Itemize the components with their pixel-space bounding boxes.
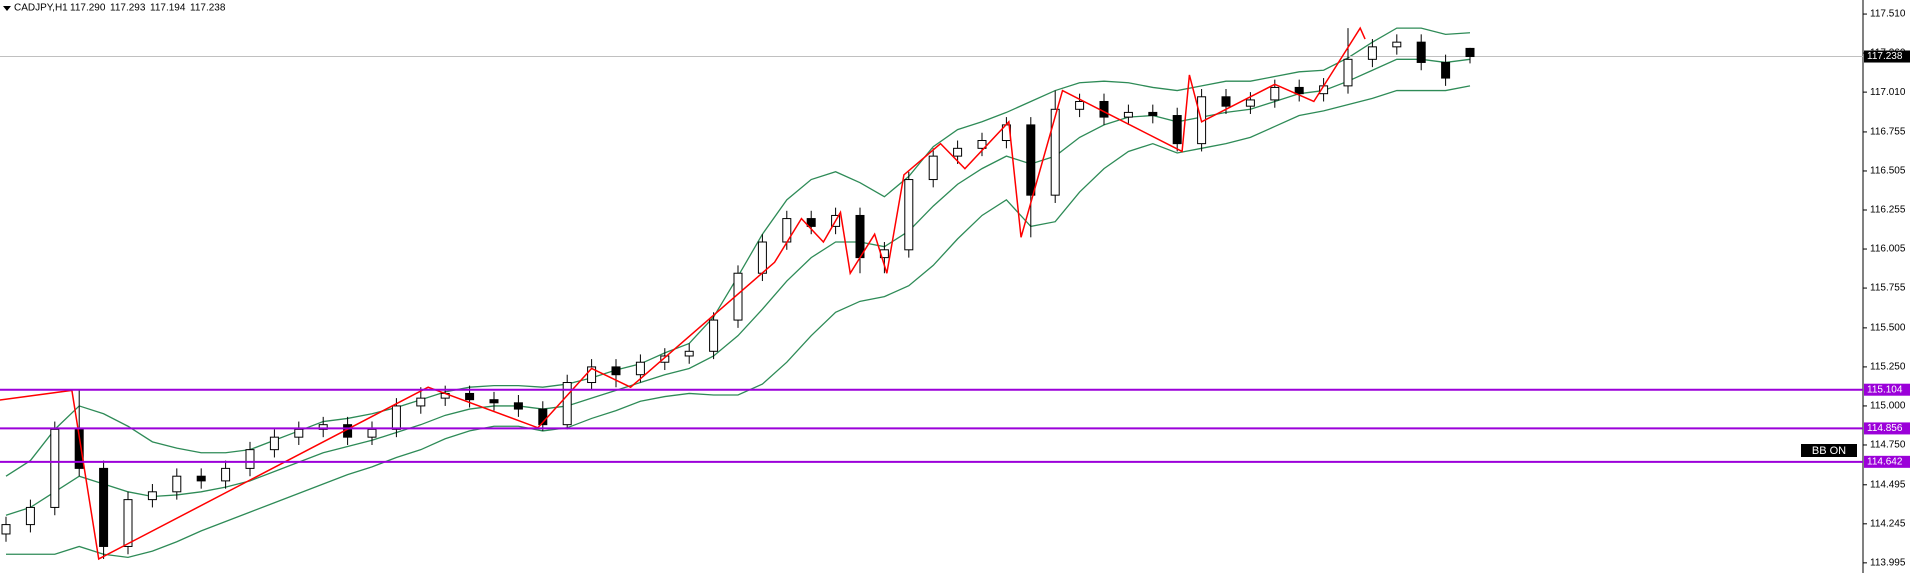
candle-body (928, 155, 938, 181)
candle-body (587, 366, 597, 384)
y-tick-label: 115.755 (1870, 283, 1906, 294)
candle-body (635, 361, 645, 376)
candle-body (953, 147, 963, 157)
plot-area (0, 26, 1863, 561)
candle-body (221, 467, 231, 482)
candle-body (465, 392, 475, 401)
candle-body (1099, 100, 1109, 118)
candle-body (1367, 46, 1377, 60)
candle-body (1148, 111, 1158, 117)
candle-body (977, 140, 987, 149)
candle-body (123, 499, 133, 547)
candle-body (1392, 41, 1402, 48)
y-tick-label: 115.250 (1870, 362, 1906, 373)
candle-body (196, 475, 206, 482)
level-label: 114.856 (1867, 423, 1903, 434)
candle-body (1416, 41, 1426, 63)
level-label: 114.642 (1867, 456, 1903, 467)
candle-body (416, 397, 426, 407)
candle-body (1343, 58, 1353, 87)
symbol: CADJPY,H1 (14, 3, 68, 14)
candle-body (806, 218, 816, 227)
y-tick-label: 116.255 (1870, 205, 1906, 216)
candle-body (245, 449, 255, 469)
candle-body (489, 399, 499, 404)
candle-body (294, 428, 304, 438)
collapse-arrow[interactable] (3, 6, 11, 11)
candle-body (611, 366, 621, 376)
candle-body (1026, 124, 1036, 196)
candle-body (513, 402, 523, 410)
y-tick-label: 117.010 (1870, 87, 1906, 98)
candle-body (50, 428, 60, 508)
candle-body (391, 405, 401, 430)
candle-body (1270, 86, 1280, 101)
y-tick-label: 116.505 (1870, 166, 1906, 177)
indicator-box (1801, 444, 1857, 457)
y-tick-label: 113.995 (1870, 557, 1906, 568)
ohlc-value: 117.238 (190, 3, 226, 14)
candle-body (1294, 86, 1304, 95)
bollinger-lower (6, 85, 1471, 559)
current-price-box (1864, 50, 1910, 63)
level-label-box (1864, 383, 1910, 396)
ohlc-value: 117.290 (70, 3, 106, 14)
y-tick-label: 114.245 (1870, 518, 1906, 529)
candle-body (147, 491, 157, 501)
candle-body (25, 506, 35, 526)
candle-body (1, 524, 11, 535)
candle-body (660, 355, 670, 363)
candle-body (1245, 99, 1255, 107)
candle-body (1172, 115, 1182, 145)
ohlc-value: 117.194 (150, 3, 186, 14)
candle-body (855, 214, 865, 259)
candle-body (904, 179, 914, 251)
candle-body (269, 436, 279, 451)
candle-body (1123, 111, 1133, 118)
candle-body (1075, 100, 1085, 110)
y-tick-label: 114.495 (1870, 479, 1906, 490)
candle-body (172, 475, 182, 493)
indicator-label: BB ON (1812, 445, 1846, 457)
level-label-box (1864, 422, 1910, 435)
y-tick-label: 117.510 (1870, 9, 1906, 20)
level-label: 115.104 (1867, 384, 1903, 395)
candle-body (562, 382, 572, 426)
candle-body (757, 241, 767, 274)
candle-body (1221, 96, 1231, 107)
candle-body (1441, 61, 1451, 79)
y-tick-label: 116.755 (1870, 127, 1906, 138)
level-label-box (1864, 455, 1910, 468)
candle-body (709, 319, 719, 352)
ohlc-value: 117.293 (110, 3, 146, 14)
candle-body (1465, 47, 1475, 58)
y-tick-label: 115.000 (1870, 401, 1906, 412)
candle-body (1050, 108, 1060, 196)
candle-body (367, 428, 377, 438)
zigzag (0, 26, 1366, 561)
current-price-label: 117.238 (1867, 51, 1903, 62)
candle-body (99, 467, 109, 547)
y-tick-label: 116.005 (1870, 244, 1906, 255)
candle-body (684, 350, 694, 357)
y-tick-label: 115.500 (1870, 323, 1906, 334)
y-tick-label: 114.750 (1870, 440, 1906, 451)
